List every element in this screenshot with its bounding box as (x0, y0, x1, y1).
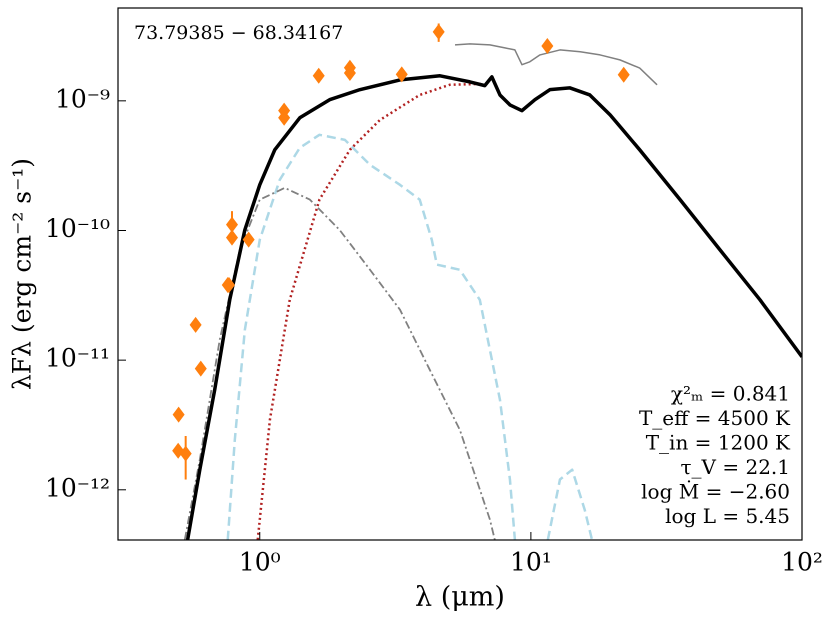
data-point (189, 316, 202, 333)
annotation: χ²ₘ = 0.841 (671, 382, 790, 406)
data-point (179, 445, 192, 462)
data-point (617, 66, 630, 83)
data-point (194, 360, 207, 377)
y-tick-label: 10⁻¹¹ (45, 344, 110, 373)
x-tick-label: 10² (781, 548, 823, 577)
data-point (226, 229, 239, 246)
data-point (278, 109, 291, 126)
annotation: log Ṁ = −2.60 (641, 480, 790, 504)
data-point (172, 406, 185, 423)
data-point (222, 276, 235, 293)
data-point (432, 23, 445, 40)
plot-area (172, 23, 802, 540)
x-axis-label: λ (μm) (415, 582, 505, 613)
annotation: log L = 5.45 (665, 504, 790, 528)
x-tick-label: 10⁰ (239, 548, 281, 577)
annotation: τ_V = 22.1 (680, 455, 790, 479)
chart-title: 73.79385 − 68.34167 (134, 22, 343, 44)
data-point (312, 67, 325, 84)
x-tick-label: 10¹ (510, 548, 552, 577)
frame (117, 7, 803, 541)
data-point (541, 37, 554, 54)
data-point (226, 216, 239, 233)
model-line (185, 74, 802, 540)
y-tick-label: 10⁻¹⁰ (45, 214, 110, 243)
model-line (226, 133, 594, 540)
annotation: T_in = 1200 K (646, 431, 791, 455)
y-axis-label: λFλ (erg cm⁻² s⁻¹) (8, 158, 37, 390)
y-tick-label: 10⁻⁹ (55, 84, 110, 113)
y-tick-label: 10⁻¹² (45, 473, 110, 502)
data-point (343, 64, 356, 81)
annotation: T_eff = 4500 K (639, 406, 791, 430)
data-point (242, 231, 255, 248)
data-point (395, 66, 408, 83)
model-line (454, 43, 658, 86)
